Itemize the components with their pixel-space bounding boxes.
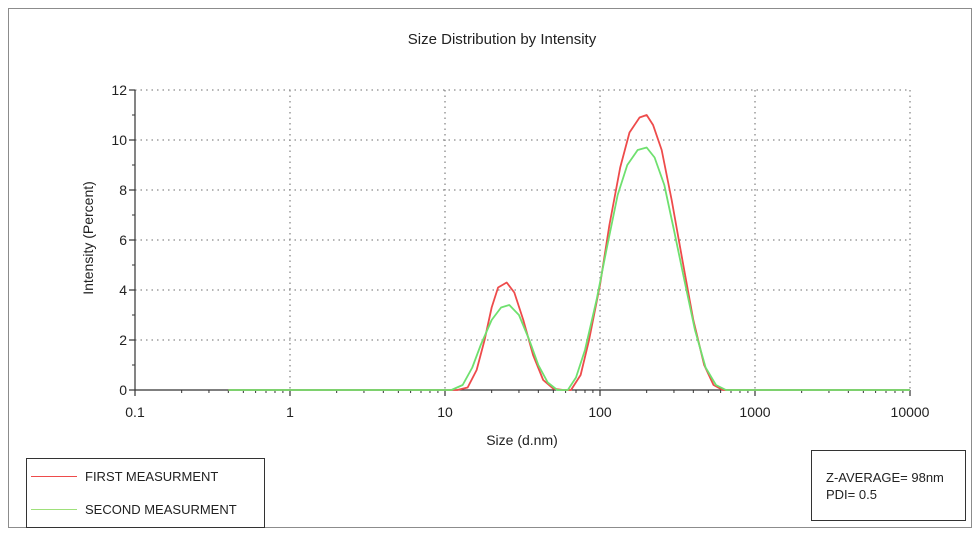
legend: FIRST MEASURMENT SECOND MEASURMENT [26, 458, 265, 528]
x-tick-label: 10000 [891, 404, 930, 420]
x-axis-label: Size (d.nm) [486, 432, 558, 448]
z-average-text: Z-AVERAGE= 98nm [826, 470, 944, 485]
summary-box: Z-AVERAGE= 98nm PDI= 0.5 [811, 450, 966, 521]
x-tick-label: 100 [588, 404, 612, 420]
legend-swatch-first [31, 476, 77, 477]
legend-swatch-second [31, 509, 77, 510]
y-tick-label: 2 [119, 332, 127, 348]
y-tick-label: 4 [119, 282, 127, 298]
axes-layer: 0 2 4 6 8 10 12 0.1 1 10 100 1000 10000 [111, 82, 929, 420]
x-tick-label: 0.1 [125, 404, 145, 420]
legend-label-second: SECOND MEASURMENT [85, 502, 237, 517]
y-tick-label: 0 [119, 382, 127, 398]
grid-layer [135, 89, 911, 390]
series-layer [228, 114, 910, 391]
x-tick-label: 10 [437, 404, 453, 420]
y-axis-label: Intensity (Percent) [80, 181, 96, 295]
y-tick-label: 12 [111, 82, 127, 98]
chart-title: Size Distribution by Intensity [408, 31, 597, 48]
legend-item-first: FIRST MEASURMENT [27, 468, 264, 486]
y-tick-label: 6 [119, 232, 127, 248]
series-line-second [228, 146, 910, 391]
chart-frame [8, 8, 972, 528]
legend-label-first: FIRST MEASURMENT [85, 469, 219, 484]
pdi-text: PDI= 0.5 [826, 487, 877, 502]
x-tick-label: 1000 [739, 404, 770, 420]
y-tick-label: 8 [119, 182, 127, 198]
legend-item-second: SECOND MEASURMENT [27, 501, 264, 519]
x-tick-label: 1 [286, 404, 294, 420]
series-line-first [228, 114, 910, 391]
y-tick-label: 10 [111, 132, 127, 148]
